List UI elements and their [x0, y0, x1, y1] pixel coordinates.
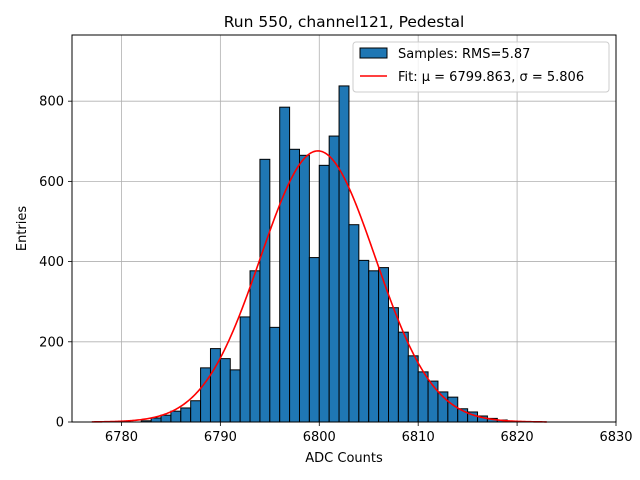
chart-title: Run 550, channel121, Pedestal [224, 13, 465, 31]
y-tick-label-1: 200 [39, 335, 64, 350]
x-tick-label-0: 6780 [105, 430, 138, 445]
histogram-bar-16 [298, 154, 310, 423]
histogram-bar-23 [368, 270, 380, 423]
histogram-bar-8 [219, 358, 231, 423]
fit-curve [91, 150, 547, 423]
histogram-bar-20 [338, 85, 350, 423]
legend-label-fit: Fit: μ = 6799.863, σ = 5.806 [398, 70, 584, 85]
x-tick-label-1: 6790 [204, 430, 237, 445]
histogram-bar-14 [279, 106, 291, 423]
x-tick-label-3: 6810 [402, 430, 435, 445]
histogram-bar-1 [150, 417, 162, 423]
y-tick-label-3: 600 [39, 175, 64, 190]
plot-frame [71, 34, 617, 423]
legend: Samples: RMS=5.87 Fit: μ = 6799.863, σ =… [352, 41, 610, 93]
histogram-bar-4 [180, 407, 192, 423]
histogram-bar-2 [160, 414, 172, 423]
histogram-bar-11 [249, 270, 261, 423]
x-tick-label-4: 6820 [501, 430, 534, 445]
histogram-bar-10 [239, 316, 251, 423]
legend-swatch-histogram [359, 47, 388, 59]
axis-ticks: 6780 6790 6800 6810 6820 6830 0 200 400 600 800 [39, 95, 632, 445]
histogram-bar-27 [407, 355, 419, 423]
x-axis-title: ADC Counts [305, 451, 383, 466]
histogram-bar-26 [397, 331, 409, 423]
histogram-bar-18 [318, 164, 330, 423]
fit-curve-layer [91, 150, 547, 423]
histogram-bar-31 [447, 396, 459, 423]
y-tick-label-0: 0 [56, 416, 64, 431]
x-tick-label-5: 6830 [599, 430, 632, 445]
histogram-bar-3 [170, 410, 182, 423]
y-axis-title: Entries [15, 206, 30, 252]
x-tick-label-2: 6800 [303, 430, 336, 445]
histogram-bar-25 [388, 307, 399, 423]
y-tick-label-2: 400 [39, 255, 64, 270]
histogram-bar-13 [269, 326, 281, 423]
legend-box [352, 41, 610, 93]
histogram-bar-29 [427, 380, 439, 423]
histogram-bar-17 [308, 257, 320, 423]
histogram-bar-28 [417, 371, 429, 423]
y-tick-label-4: 800 [39, 95, 64, 110]
histogram-bar-12 [259, 158, 271, 423]
histogram-bar-15 [289, 148, 300, 423]
histogram-bar-22 [358, 259, 370, 423]
histogram-bar-21 [348, 224, 360, 423]
legend-label-histogram: Samples: RMS=5.87 [398, 47, 530, 62]
histogram-bar-9 [229, 369, 241, 423]
histogram-bar-5 [190, 400, 202, 423]
histogram-bar-19 [328, 135, 340, 423]
